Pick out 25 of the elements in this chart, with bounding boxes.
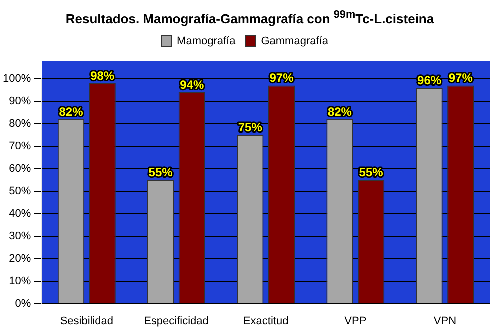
y-tick-label: 90% (9, 96, 32, 108)
x-tick-label: Exactitud (243, 315, 289, 328)
y-tick-label: 20% (9, 252, 32, 265)
y-tick-label: 100% (2, 73, 32, 86)
x-tick-label: Especificidad (144, 315, 209, 328)
y-tick-label: 50% (9, 185, 32, 198)
legend-label: Gammagrafía (261, 36, 330, 48)
x-tick-label: VPP (344, 315, 367, 328)
y-tick-label: 40% (9, 208, 32, 220)
data-label: 82% (59, 104, 84, 119)
legend-label: Mamografía (177, 36, 237, 48)
y-tick-label: 60% (9, 162, 32, 175)
y-tick-label: 80% (9, 118, 32, 130)
y-tick-label: 30% (9, 230, 32, 242)
data-label: 55% (359, 165, 384, 180)
y-tick-label: 10% (9, 275, 32, 288)
data-label: 94% (180, 78, 204, 92)
data-label: 55% (148, 165, 174, 180)
data-label: 82% (328, 104, 352, 119)
x-tick-label: VPN (434, 315, 457, 328)
x-tick-label: Sesibilidad (60, 315, 114, 328)
chart-title: Resultados. Mamografía-Gammagrafía con $^{99m}$Tc-L.cisteina (64, 8, 436, 26)
data-label: 75% (238, 120, 263, 135)
y-tick-label: 0% (15, 298, 32, 310)
y-tick-label: 70% (9, 140, 32, 152)
